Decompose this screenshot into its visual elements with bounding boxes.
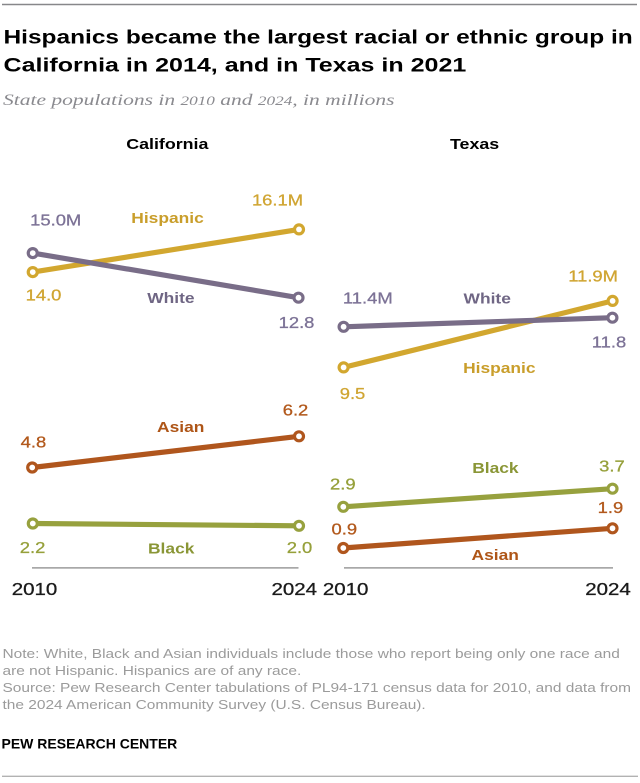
svg-text:the 2024 American Community Su: the 2024 American Community Survey (U.S.… — [3, 698, 426, 713]
svg-text:2.0: 2.0 — [287, 538, 313, 557]
svg-text:2024: 2024 — [585, 580, 631, 599]
svg-text:Asian: Asian — [157, 419, 204, 436]
svg-text:Black: Black — [148, 540, 195, 557]
svg-text:Hispanic: Hispanic — [463, 360, 535, 377]
svg-text:11.9M: 11.9M — [568, 267, 618, 286]
svg-text:Note: White, Black and Asian i: Note: White, Black and Asian individuals… — [3, 647, 620, 662]
svg-text:PEW RESEARCH CENTER: PEW RESEARCH CENTER — [2, 736, 178, 752]
svg-text:Hispanic: Hispanic — [131, 210, 203, 227]
svg-text:2.2: 2.2 — [20, 538, 46, 557]
svg-text:State populations in 2010 and: State populations in 2010 and 2024, in m… — [3, 91, 394, 109]
svg-text:are not Hispanic. Hispanics ar: are not Hispanic. Hispanics are of any r… — [3, 664, 302, 679]
svg-text:14.0: 14.0 — [26, 286, 62, 305]
svg-text:Source: Pew Research Center ta: Source: Pew Research Center tabulations … — [3, 681, 632, 696]
svg-text:White: White — [147, 290, 194, 307]
svg-text:California: California — [126, 136, 209, 152]
svg-text:Black: Black — [472, 460, 519, 477]
svg-text:12.8: 12.8 — [279, 313, 315, 332]
svg-text:15.0M: 15.0M — [30, 210, 81, 229]
svg-text:4.8: 4.8 — [21, 433, 47, 452]
svg-text:California in 2014, and in Tex: California in 2014, and in Texas in 2021 — [4, 55, 467, 76]
svg-text:11.8: 11.8 — [592, 333, 626, 352]
svg-text:1.9: 1.9 — [598, 498, 624, 517]
svg-text:2010: 2010 — [12, 580, 58, 599]
svg-text:Hispanics became the largest r: Hispanics became the largest racial or e… — [4, 26, 633, 48]
svg-text:2.9: 2.9 — [330, 475, 356, 494]
svg-text:3.7: 3.7 — [599, 457, 625, 476]
svg-text:0.9: 0.9 — [332, 520, 358, 539]
svg-text:2010: 2010 — [323, 580, 369, 599]
svg-text:Asian: Asian — [472, 547, 519, 564]
svg-text:6.2: 6.2 — [283, 400, 309, 419]
svg-text:Texas: Texas — [450, 136, 499, 152]
svg-text:11.4M: 11.4M — [343, 288, 393, 307]
svg-text:9.5: 9.5 — [340, 384, 366, 403]
svg-text:16.1M: 16.1M — [252, 190, 303, 209]
svg-text:2024: 2024 — [272, 580, 318, 599]
svg-text:White: White — [464, 290, 511, 307]
